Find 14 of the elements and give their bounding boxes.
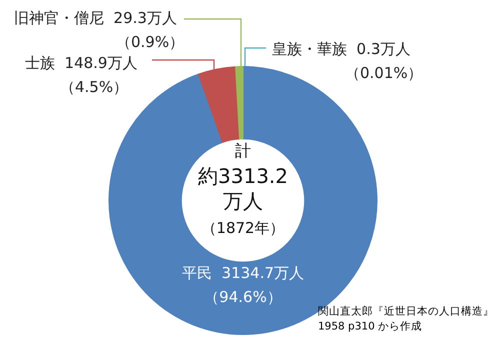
text: 計 (235, 141, 251, 160)
text: （4.5%） (60, 78, 128, 96)
text: （0.01%） (345, 64, 423, 82)
text: 1958 p310 から作成 (318, 320, 422, 333)
slice-label: 旧神官・僧尼 29.3万人 (14, 8, 177, 27)
text: （1872年） (201, 218, 285, 237)
text: 万人 (223, 189, 263, 214)
text: 関山直太郎『近世日本の人口構造』 (318, 304, 490, 318)
text: （94.6%） (204, 288, 282, 306)
text: 約3313.2 (198, 164, 288, 188)
slice-label: 平民 3134.7万人 (182, 264, 304, 282)
slice-label: 皇族・華族 0.3万人 (272, 40, 410, 58)
slice-label: 士族 148.9万人 (25, 54, 138, 72)
text: （0.9%） (116, 32, 184, 51)
